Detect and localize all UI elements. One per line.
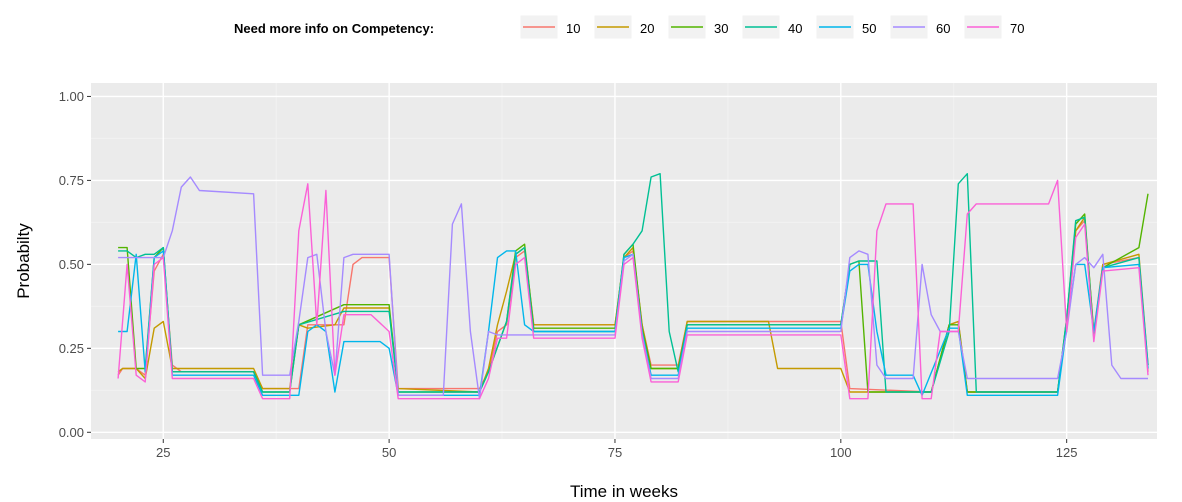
- grid-major-lines: [91, 83, 1157, 439]
- legend-label-10: 10: [566, 21, 580, 36]
- x-tick-label: 75: [608, 445, 622, 460]
- legend-items: 10 20 30 40 50 60 70: [519, 14, 1024, 40]
- series-lines: [117, 173, 1149, 400]
- legend-item-30: 30: [667, 14, 728, 40]
- legend-label-20: 20: [640, 21, 654, 36]
- legend-item-40: 40: [741, 14, 802, 40]
- series-line-70: [117, 179, 1149, 400]
- y-axis: 0.00 0.25 0.50 0.75 1.00: [59, 89, 91, 440]
- y-tick-label: 0.25: [59, 341, 84, 356]
- grid-minor-lines: [91, 83, 1157, 439]
- series-line-40: [118, 173, 1149, 393]
- y-tick-label: 0.75: [59, 173, 84, 188]
- legend-item-70: 70: [963, 14, 1024, 40]
- y-tick-label: 0.00: [59, 425, 84, 440]
- legend-label-50: 50: [862, 21, 876, 36]
- legend-title: Need more info on Competency:: [234, 21, 434, 36]
- x-tick-label: 50: [382, 445, 396, 460]
- x-axis-title: Time in weeks: [570, 482, 678, 501]
- legend-item-10: 10: [519, 14, 580, 40]
- x-axis: 25 50 75 100 125: [156, 439, 1078, 460]
- legend-item-20: 20: [593, 14, 654, 40]
- y-tick-label: 1.00: [59, 89, 84, 104]
- x-tick-label: 125: [1056, 445, 1078, 460]
- legend-label-30: 30: [714, 21, 728, 36]
- legend-label-60: 60: [936, 21, 950, 36]
- legend-label-70: 70: [1010, 21, 1024, 36]
- series-line-60: [118, 176, 1148, 400]
- y-axis-title: Probabilty: [14, 223, 33, 299]
- x-tick-label: 25: [156, 445, 170, 460]
- x-tick-label: 100: [830, 445, 852, 460]
- legend-label-40: 40: [788, 21, 802, 36]
- legend-item-50: 50: [815, 14, 876, 40]
- y-tick-label: 0.50: [59, 257, 84, 272]
- legend-item-60: 60: [889, 14, 950, 40]
- legend: Need more info on Competency: 10 20 30 40 50…: [234, 14, 1024, 40]
